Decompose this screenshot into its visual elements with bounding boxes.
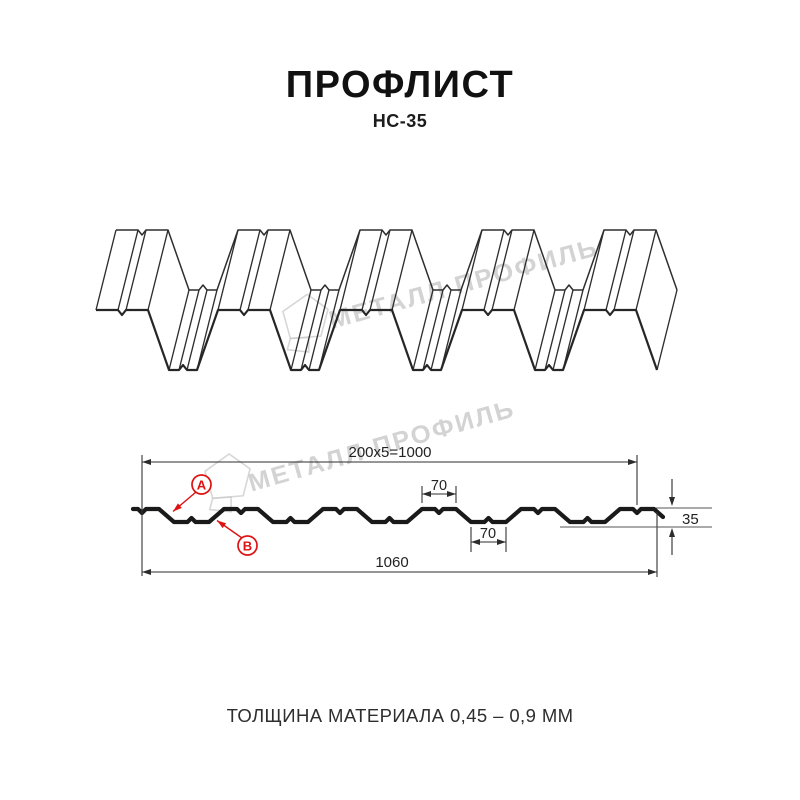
far-edge-profile: [116, 229, 678, 291]
callout-a-label: А: [197, 478, 207, 493]
cross-section-view: [130, 455, 712, 577]
callout-a-circle: [191, 474, 212, 495]
3d-view-linework: [95, 229, 678, 372]
callout-b-circle: [237, 535, 258, 556]
sheet-surface: [96, 230, 677, 370]
section-profile-outline: [130, 506, 666, 525]
dim-label-overall-width: 1060: [375, 554, 408, 571]
dim-label-valley-bottom-width: 70: [480, 526, 496, 542]
callout-b-label: В: [243, 539, 252, 554]
material-thickness-note: ТОЛЩИНА МАТЕРИАЛА 0,45 – 0,9 ММ: [226, 705, 574, 726]
dim-label-crest-top-width: 70: [431, 478, 447, 494]
dim-label-useful-width: 200x5=1000: [349, 444, 432, 461]
brand-logo-icon: [281, 293, 329, 353]
dim-label-profile-height: 35: [682, 511, 699, 528]
near-edge-profile: [96, 308, 659, 372]
brand-logo-icon: [204, 453, 251, 513]
3d-view-sheet-body: [96, 230, 677, 370]
profile-model-label: НС-35: [372, 111, 428, 131]
page-title: ПРОФЛИСТ: [285, 64, 515, 106]
